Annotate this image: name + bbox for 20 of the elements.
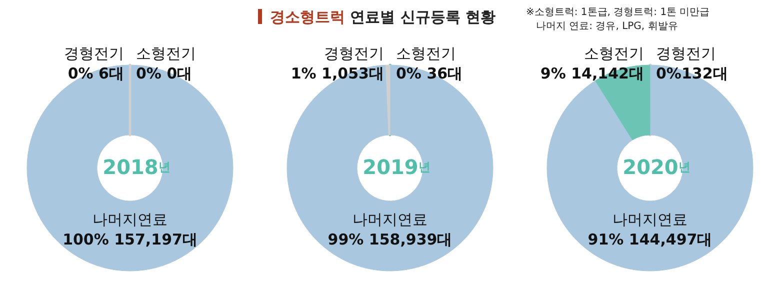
text: ※소형트럭: 1톤급, 경형트럭: 1톤 미만급 — [526, 6, 710, 20]
slice-label: 나머지연료 — [612, 210, 688, 228]
data-label: 0%132대 — [656, 64, 728, 82]
data-label: 0% 36대 — [396, 64, 463, 82]
data-label: 91% 144,497대 — [588, 230, 712, 248]
slice-label: 나머지연료 — [352, 210, 428, 228]
category-label: 소형전기 — [136, 44, 196, 62]
slice-label: 경형전기 — [64, 44, 124, 62]
slice-label: 나머지연료 — [92, 210, 168, 228]
data-label: 99% 158,939대 — [328, 230, 452, 248]
data-label: 100% 157,197대 — [62, 230, 198, 248]
slice-label: 소형전기 — [396, 44, 456, 62]
slice-label: 소형전기 — [584, 44, 644, 62]
slice-label: 경형전기 — [656, 44, 716, 62]
text: 0% 0대 — [136, 64, 192, 82]
data-label: 0% 6대 — [68, 64, 124, 82]
data-label: 1% 1,053대 — [290, 64, 384, 82]
text: 나머지 연료: 경유, LPG, 휘발유 — [535, 20, 679, 34]
slice-label: 경형전기 — [324, 44, 384, 62]
text: 경소형트럭 연료별 신규등록 현황 — [269, 8, 496, 27]
